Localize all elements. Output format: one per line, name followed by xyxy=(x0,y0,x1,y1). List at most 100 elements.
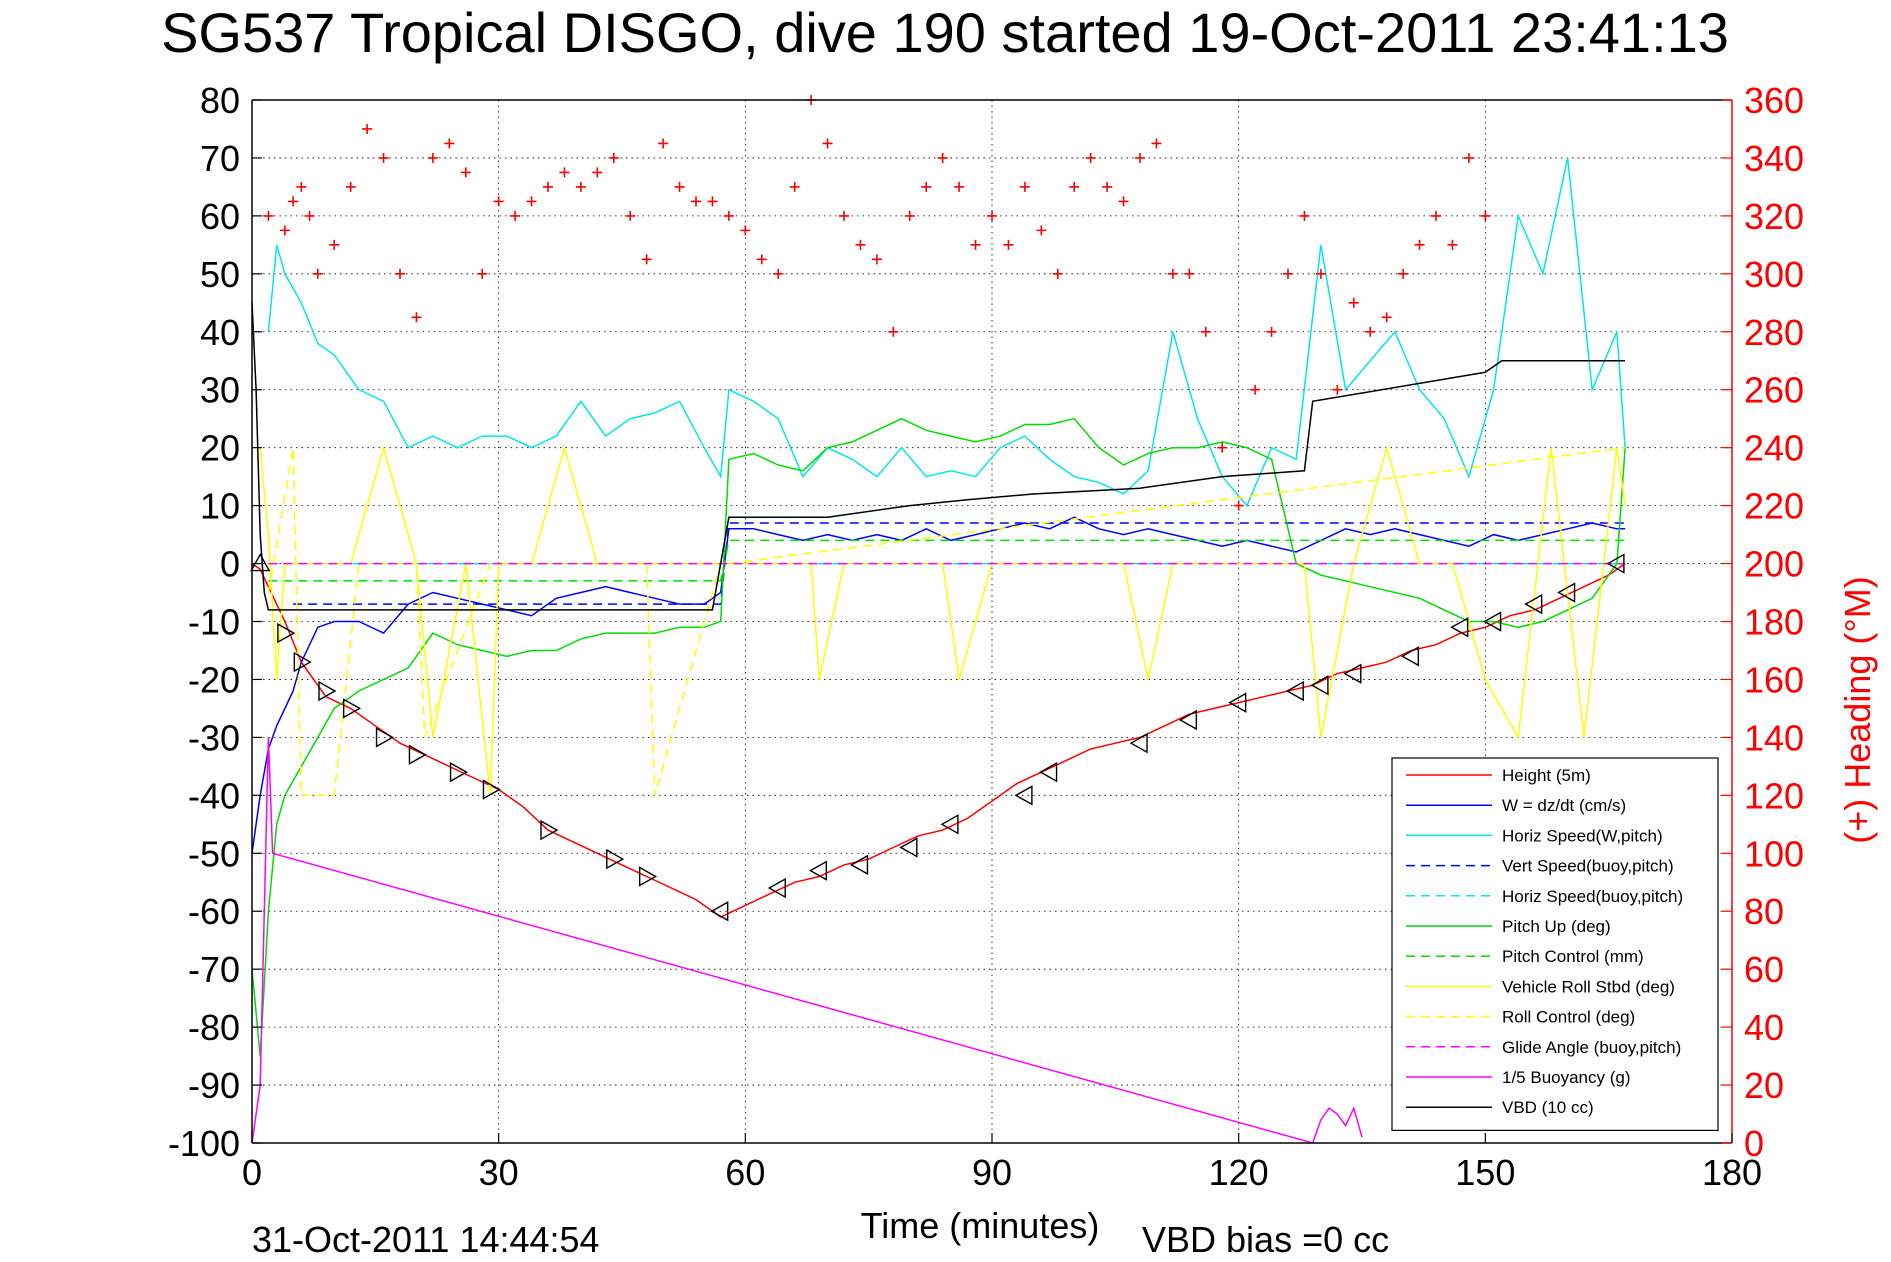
y-tick-label: 40 xyxy=(200,312,240,353)
legend-box xyxy=(1391,757,1719,1131)
series-lines xyxy=(251,95,1626,1144)
y2-axis-label: (+) Heading (°M) xyxy=(1837,576,1878,843)
triangle-marker xyxy=(318,680,337,702)
heading-point xyxy=(362,123,373,134)
heading-point xyxy=(1332,384,1343,395)
legend-entry: Horiz Speed(W,pitch) xyxy=(1502,826,1663,845)
heading-point xyxy=(296,181,307,192)
series-line-0 xyxy=(251,562,1626,918)
triangle-marker xyxy=(1039,761,1058,783)
y2-tick-label: 200 xyxy=(1744,544,1804,585)
y-tick-label: 70 xyxy=(200,138,240,179)
heading-point xyxy=(921,181,932,192)
heading-point xyxy=(1381,312,1392,323)
triangle-marker xyxy=(808,860,828,881)
y2-tick-label: 20 xyxy=(1744,1065,1784,1106)
triangle-marker xyxy=(250,553,271,572)
heading-point xyxy=(526,196,537,207)
series-line-1 xyxy=(251,516,1626,854)
y2-tick-label: 240 xyxy=(1744,428,1804,469)
heading-point xyxy=(608,152,619,163)
triangle-marker xyxy=(1606,553,1625,574)
heading-point xyxy=(871,254,882,265)
heading-point xyxy=(312,268,323,279)
series-line-5 xyxy=(251,417,1626,1057)
y-tick-label: -80 xyxy=(188,1007,240,1048)
triangle-marker xyxy=(1285,680,1304,702)
triangle-marker xyxy=(449,761,468,783)
y2-tick-label: 140 xyxy=(1744,717,1804,758)
heading-point xyxy=(1003,239,1014,250)
y-tick-label: 10 xyxy=(200,486,240,527)
heading-point xyxy=(1315,268,1326,279)
y-tick-label: 80 xyxy=(200,80,240,121)
legend-entry: W = dz/dt (cm/s) xyxy=(1502,796,1626,815)
series-line-10 xyxy=(251,737,1363,1144)
y2-tick-label: 60 xyxy=(1744,949,1784,990)
triangle-marker xyxy=(1483,611,1502,632)
heading-point xyxy=(510,210,521,221)
y-tick-label: -10 xyxy=(188,602,240,643)
heading-point xyxy=(954,181,965,192)
heading-point xyxy=(970,239,981,250)
heading-point xyxy=(1266,326,1277,337)
triangle-marker xyxy=(342,698,362,719)
triangle-marker xyxy=(1400,646,1420,667)
series-line-8 xyxy=(267,446,1626,797)
x-tick-label: 120 xyxy=(1209,1152,1269,1193)
heading-point xyxy=(1069,181,1080,192)
chart-title: SG537 Tropical DISGO, dive 190 started 1… xyxy=(161,1,1729,64)
heading-point xyxy=(1431,210,1441,221)
triangle-marker xyxy=(1014,785,1033,806)
y-tick-label: -50 xyxy=(188,833,240,874)
y2-tick-label: 160 xyxy=(1744,659,1804,700)
y-tick-label: -100 xyxy=(168,1123,240,1164)
triangle-marker xyxy=(293,651,312,673)
triangle-marker xyxy=(710,901,729,922)
heading-point xyxy=(1398,268,1409,279)
heading-point xyxy=(1184,268,1195,279)
heading-point xyxy=(345,181,356,192)
triangle-marker xyxy=(767,877,786,899)
heading-point xyxy=(773,268,784,279)
y-tick-label: 50 xyxy=(200,254,240,295)
y2-tick-label: 100 xyxy=(1744,833,1804,874)
heading-point xyxy=(987,210,997,221)
heading-point xyxy=(1233,500,1244,511)
y2-tick-label: 220 xyxy=(1744,486,1804,527)
legend-entry: Vert Speed(buoy,pitch) xyxy=(1502,857,1674,876)
triangle-marker xyxy=(850,854,869,876)
triangle-marker xyxy=(638,866,658,887)
heading-point xyxy=(329,239,340,250)
triangle-marker xyxy=(606,848,625,870)
heading-point xyxy=(756,254,767,265)
triangle-marker xyxy=(1310,675,1329,696)
heading-point xyxy=(1250,384,1261,395)
heading-point xyxy=(395,268,405,279)
heading-point xyxy=(592,167,603,178)
triangle-marker xyxy=(375,727,394,748)
heading-point xyxy=(641,254,652,265)
heading-point xyxy=(707,196,718,207)
series-line-2 xyxy=(267,157,1626,508)
heading-point xyxy=(288,196,299,207)
heading-point xyxy=(674,181,685,192)
triangle-marker xyxy=(1557,582,1576,603)
x-axis-label: Time (minutes) xyxy=(861,1205,1100,1246)
heading-point xyxy=(263,210,274,221)
triangle-marker xyxy=(1450,617,1469,638)
footer-note: VBD bias =0 cc xyxy=(1142,1219,1389,1260)
heading-point xyxy=(740,225,751,236)
heading-point xyxy=(904,210,915,221)
heading-point xyxy=(1151,138,1162,149)
legend-entry: 1/5 Buoyancy (g) xyxy=(1502,1068,1631,1087)
heading-point xyxy=(855,239,866,250)
x-tick-labels: 0 30 60 90 120 150 180 xyxy=(242,1133,1762,1193)
y2-tick-label: 300 xyxy=(1744,254,1804,295)
y-tick-label: -30 xyxy=(188,717,240,758)
heading-point xyxy=(658,138,669,149)
heading-point xyxy=(1052,268,1063,279)
heading-point xyxy=(1217,442,1228,453)
x-tick-label: 90 xyxy=(972,1152,1012,1193)
